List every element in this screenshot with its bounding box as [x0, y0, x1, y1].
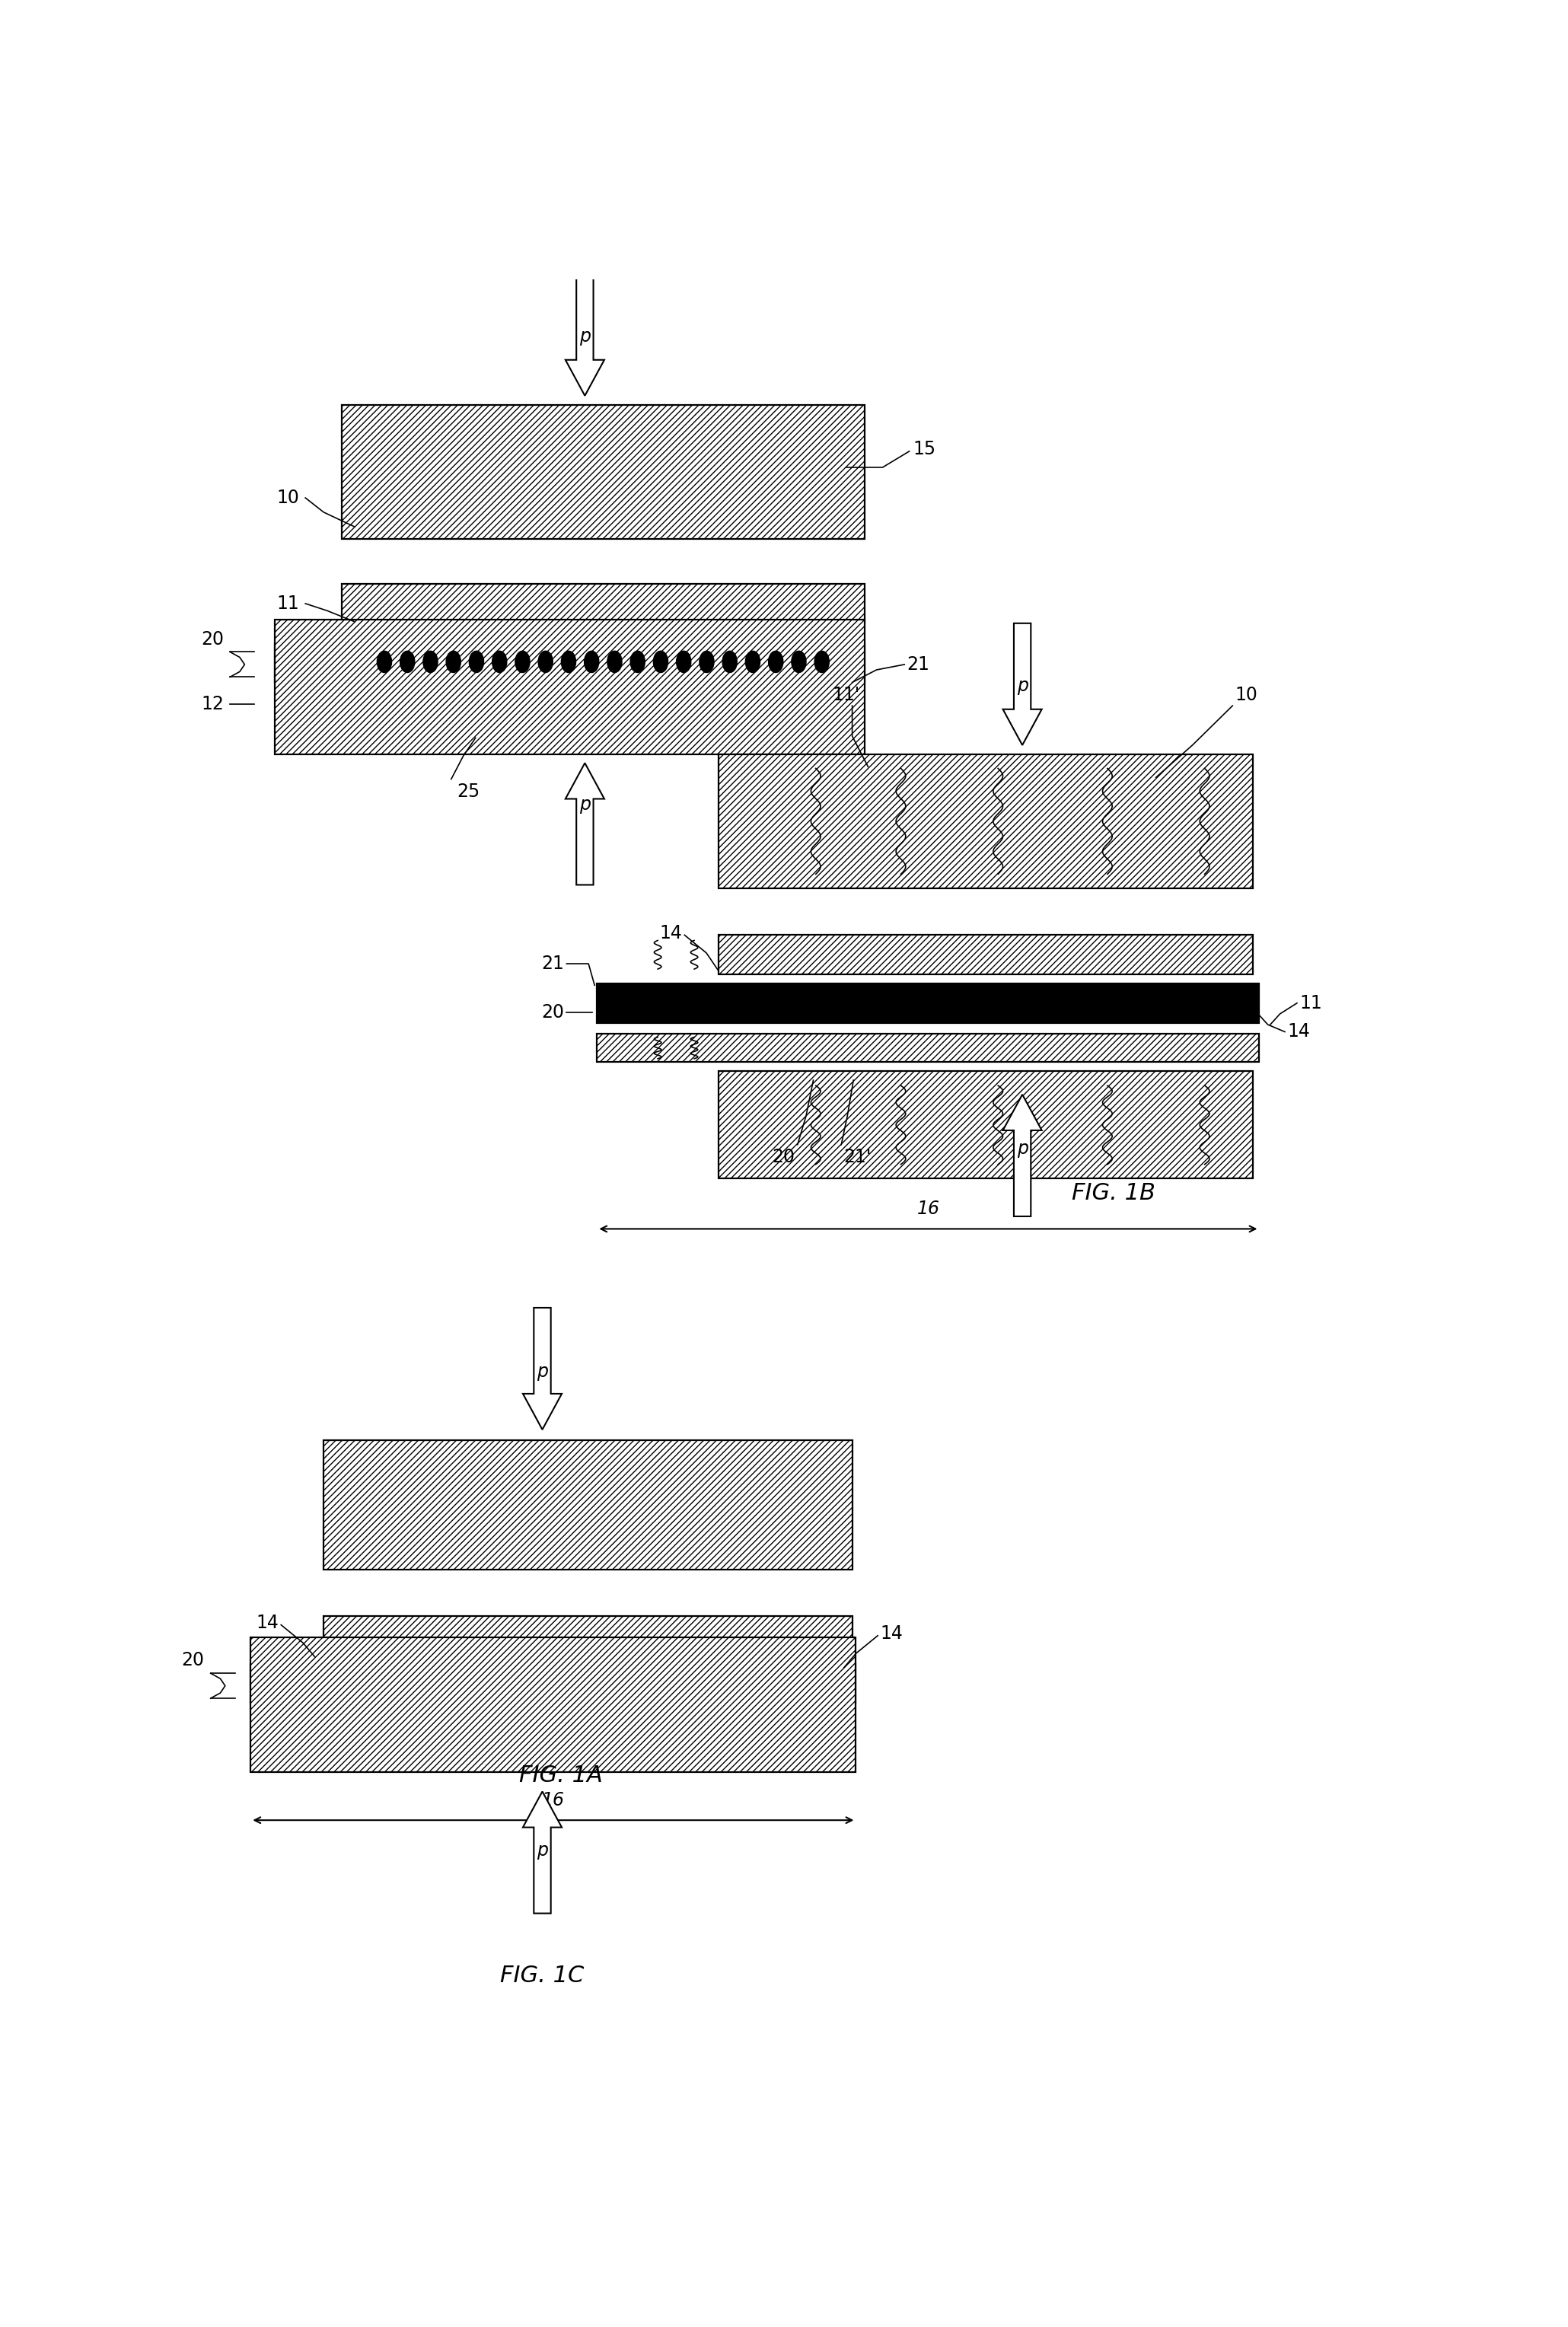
- Bar: [251, 1664, 856, 1703]
- Circle shape: [561, 652, 575, 673]
- Bar: [323, 1440, 853, 1568]
- Bar: [597, 984, 1259, 1024]
- Text: 14: 14: [256, 1615, 279, 1631]
- Bar: [274, 642, 864, 682]
- Text: 11': 11': [833, 686, 859, 703]
- Circle shape: [699, 652, 713, 673]
- Circle shape: [423, 652, 437, 673]
- Text: 21: 21: [541, 954, 564, 973]
- Circle shape: [745, 652, 760, 673]
- Bar: [597, 1033, 1259, 1061]
- Text: 15: 15: [913, 440, 936, 458]
- Bar: [342, 405, 864, 540]
- Circle shape: [792, 652, 806, 673]
- Circle shape: [400, 652, 414, 673]
- Text: 21': 21': [844, 1147, 872, 1166]
- Circle shape: [538, 652, 554, 673]
- Circle shape: [630, 652, 644, 673]
- Polygon shape: [1004, 1094, 1041, 1217]
- Text: 25: 25: [458, 782, 480, 800]
- Text: 10: 10: [276, 489, 299, 507]
- Text: FIG. 1B: FIG. 1B: [1071, 1182, 1156, 1203]
- Text: 20: 20: [773, 1147, 795, 1166]
- Text: 16: 16: [543, 1792, 564, 1810]
- Text: 14: 14: [659, 924, 682, 942]
- Bar: [342, 584, 864, 624]
- Circle shape: [492, 652, 506, 673]
- Bar: [718, 754, 1253, 889]
- Circle shape: [469, 652, 485, 673]
- Text: 11: 11: [1300, 994, 1322, 1012]
- Text: p: p: [536, 1841, 549, 1859]
- Text: 11: 11: [276, 593, 299, 612]
- Polygon shape: [566, 275, 604, 396]
- Text: p: p: [536, 1364, 549, 1382]
- Circle shape: [447, 652, 461, 673]
- Text: p: p: [1016, 677, 1029, 696]
- Text: 20: 20: [541, 1003, 564, 1022]
- Bar: [323, 1615, 853, 1654]
- Text: p: p: [1016, 1140, 1029, 1157]
- Bar: [251, 1638, 856, 1771]
- Circle shape: [607, 652, 622, 673]
- Text: 20: 20: [182, 1652, 204, 1671]
- Text: p: p: [579, 796, 591, 814]
- Text: 10: 10: [1236, 686, 1258, 703]
- Circle shape: [516, 652, 530, 673]
- Polygon shape: [1004, 624, 1041, 745]
- Circle shape: [723, 652, 737, 673]
- Polygon shape: [522, 1792, 561, 1913]
- Polygon shape: [566, 763, 604, 884]
- Polygon shape: [522, 1308, 561, 1429]
- Text: 16: 16: [917, 1201, 939, 1217]
- Bar: [718, 935, 1253, 975]
- Circle shape: [814, 652, 829, 673]
- Circle shape: [585, 652, 599, 673]
- Bar: [274, 619, 864, 754]
- Text: 21: 21: [906, 656, 930, 673]
- Bar: [718, 1070, 1253, 1180]
- Circle shape: [376, 652, 392, 673]
- Text: 14: 14: [1287, 1022, 1309, 1040]
- Text: FIG. 1C: FIG. 1C: [500, 1964, 585, 1987]
- Text: FIG. 1A: FIG. 1A: [519, 1764, 602, 1787]
- Circle shape: [676, 652, 691, 673]
- Circle shape: [768, 652, 782, 673]
- Text: p: p: [579, 328, 591, 344]
- Text: 20: 20: [201, 631, 224, 649]
- Text: 14: 14: [880, 1624, 903, 1643]
- Circle shape: [654, 652, 668, 673]
- Text: 12: 12: [201, 696, 224, 712]
